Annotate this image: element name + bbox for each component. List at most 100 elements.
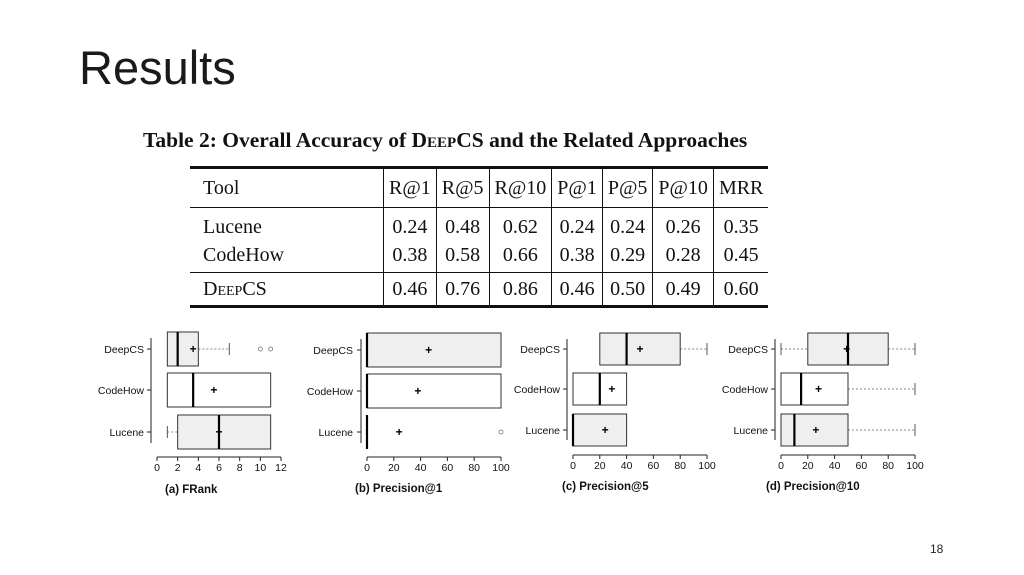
category-label: Lucene <box>526 425 561 437</box>
x-tick-label: 60 <box>856 460 868 472</box>
x-tick-label: 80 <box>674 460 686 472</box>
x-tick-label: 0 <box>570 460 576 472</box>
x-tick-label: 60 <box>442 462 454 474</box>
category-label: DeepCS <box>313 345 353 357</box>
page-number: 18 <box>930 542 944 556</box>
x-tick-label: 0 <box>154 462 160 474</box>
box-lucene <box>177 414 272 450</box>
table-header-row: Tool R@1 R@5 R@10 P@1 P@5 P@10 MRR <box>190 167 769 208</box>
x-tick-label: 4 <box>195 462 201 474</box>
x-tick-label: 6 <box>216 462 222 474</box>
table-cell: 0.60 <box>723 277 759 300</box>
tool-name-deepcs-smallcaps: Deep <box>203 277 243 300</box>
x-tick-label: 40 <box>621 460 633 472</box>
box-codehow <box>780 372 849 406</box>
x-tick-label: 20 <box>594 460 606 472</box>
box-deepcs <box>599 332 681 366</box>
x-tick-label: 0 <box>364 462 370 474</box>
table-cell: 0.50 <box>602 272 654 307</box>
table-cell: 0.24 <box>383 207 437 242</box>
mean-marker: + <box>210 383 217 397</box>
category-label: Lucene <box>734 425 769 437</box>
table-cell: 0.24 <box>551 207 603 242</box>
box-deepcs <box>366 332 502 368</box>
category-label: CodeHow <box>307 386 354 398</box>
col-header-tool: Tool <box>190 167 384 208</box>
x-tick-label: 100 <box>698 460 716 472</box>
figure-caption: (b) Precision@1 <box>355 483 443 495</box>
table-caption-pre: Overall Accuracy of <box>216 128 412 152</box>
table-caption-post: CS and the Related Approaches <box>456 128 748 152</box>
table-cell: 0.86 <box>489 272 553 307</box>
x-tick-label: 20 <box>388 462 400 474</box>
mean-marker: + <box>636 342 643 356</box>
box-codehow <box>366 373 502 409</box>
table-cell: 0.45 <box>723 243 759 266</box>
mean-marker: + <box>843 342 850 356</box>
table-cell: 0.35 <box>723 215 759 238</box>
figure-caption: (c) Precision@5 <box>562 481 649 493</box>
x-tick-label: 8 <box>237 462 243 474</box>
x-tick-label: 40 <box>829 460 841 472</box>
table-cell: 0.66 <box>489 242 553 273</box>
figure-caption: (d) Precision@10 <box>766 481 860 493</box>
category-label: Lucene <box>110 427 145 439</box>
table-caption: Table 2: Overall Accuracy of DeepCS and … <box>143 128 863 153</box>
box-codehow <box>166 372 272 408</box>
tool-name-deepcs-rest: CS <box>242 277 267 300</box>
col-header-r10: R@10 <box>489 167 553 208</box>
table-cell: 0.26 <box>652 207 714 242</box>
table-cell: 0.76 <box>436 272 490 307</box>
table-caption-prefix: Table 2: <box>143 128 217 152</box>
x-tick-label: 0 <box>778 460 784 472</box>
x-tick-label: 60 <box>648 460 660 472</box>
category-label: CodeHow <box>722 384 769 396</box>
table-cell: 0.28 <box>652 242 714 273</box>
category-label: DeepCS <box>728 344 768 356</box>
x-tick-label: 20 <box>802 460 814 472</box>
x-tick-label: 100 <box>492 462 510 474</box>
table-cell: 0.62 <box>489 207 553 242</box>
mean-marker: + <box>425 343 432 357</box>
mean-marker: + <box>812 423 819 437</box>
x-tick-label: 12 <box>275 462 287 474</box>
x-tick-label: 80 <box>882 460 894 472</box>
table-cell: 0.58 <box>436 242 490 273</box>
col-header-r5: R@5 <box>436 167 490 208</box>
accuracy-table: Tool R@1 R@5 R@10 P@1 P@5 P@10 MRR Lucen… <box>190 166 769 308</box>
mean-marker: + <box>215 425 222 439</box>
category-label: DeepCS <box>520 344 560 356</box>
slide-title: Results <box>79 41 236 94</box>
col-header-mrr: MRR <box>718 176 764 199</box>
table-caption-smallcaps: Deep <box>411 128 457 152</box>
table-row: Lucene 0.24 0.48 0.62 0.24 0.24 0.26 0.3… <box>190 207 768 242</box>
outlier-point <box>268 346 274 352</box>
table-row: DeepCS 0.46 0.76 0.86 0.46 0.50 0.49 0.6… <box>190 272 769 307</box>
outlier-point <box>257 346 263 352</box>
tool-name-lucene: Lucene <box>190 207 384 242</box>
mean-marker: + <box>608 382 615 396</box>
outlier-point <box>498 429 504 435</box>
x-tick-label: 100 <box>906 460 924 472</box>
mean-marker: + <box>396 425 403 439</box>
figure-caption: (a) FRank <box>165 484 218 496</box>
table-cell: 0.38 <box>551 242 603 273</box>
tool-name-deepcs: DeepCS <box>190 272 384 307</box>
x-tick-label: 2 <box>175 462 181 474</box>
mean-marker: + <box>414 384 421 398</box>
table-cell: 0.24 <box>602 207 654 242</box>
table-cell: 0.48 <box>436 207 490 242</box>
category-label: DeepCS <box>104 344 144 356</box>
x-tick-label: 40 <box>415 462 427 474</box>
table-cell: 0.46 <box>383 272 437 307</box>
mean-marker: + <box>190 342 197 356</box>
tool-name-codehow: CodeHow <box>190 242 384 273</box>
x-tick-label: 10 <box>254 462 266 474</box>
table-cell: 0.29 <box>602 242 654 273</box>
mean-marker: + <box>815 382 822 396</box>
table-row: CodeHow 0.38 0.58 0.66 0.38 0.29 0.28 0.… <box>190 242 768 273</box>
col-header-r1: R@1 <box>383 167 437 208</box>
category-label: Lucene <box>319 427 354 439</box>
col-header-p10: P@10 <box>652 167 714 208</box>
